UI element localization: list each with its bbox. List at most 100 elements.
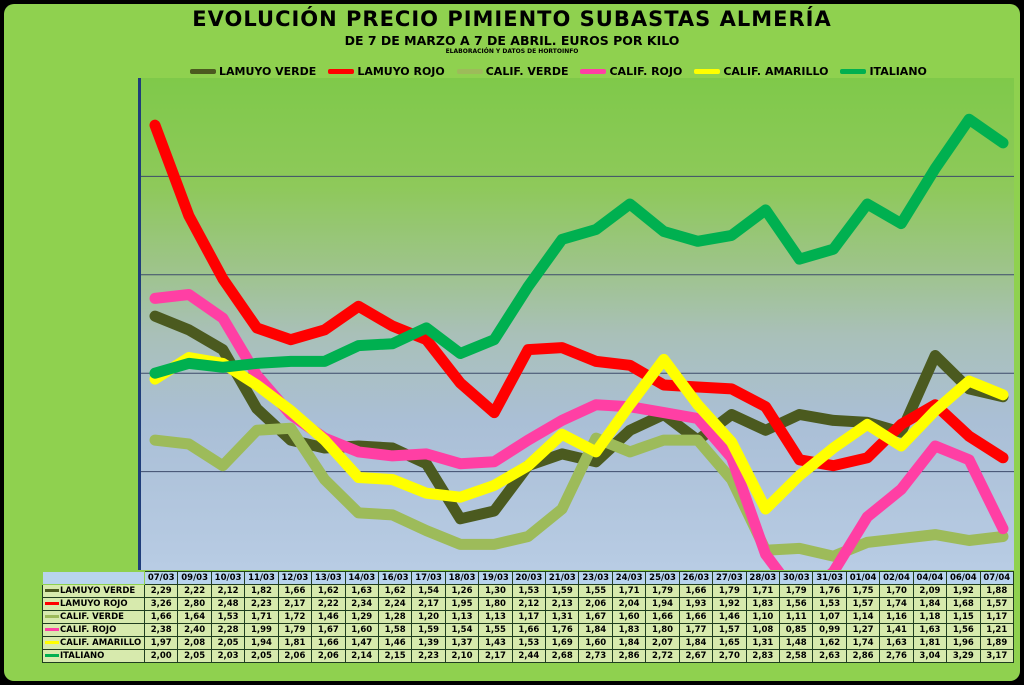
table-cell: 1,13 [444,610,480,624]
date-header: 21/03 [545,571,580,585]
row-swatch [45,602,59,605]
data-table: 07/03 09/03 10/03 11/03 12/03 13/03 14/03 16/03… [42,571,1015,663]
table-cell: 1,57 [845,597,881,611]
table-cell: 2,23 [244,597,279,611]
table-cell: 1,66 [678,584,714,598]
plot-area [138,78,1014,570]
table-cell: 1,95 [444,597,480,611]
table-cell: 1,74 [879,597,914,611]
table-cell: 3,04 [912,649,948,663]
table-cell: 1,59 [545,584,580,598]
table-cell: 1,66 [511,623,547,637]
date-header: 19/03 [478,571,513,585]
table-cell: 1,79 [779,584,814,598]
table-cell: 1,46 [311,610,346,624]
table-cell: 1,71 [611,584,647,598]
date-header: 07/04 [979,571,1015,585]
table-cell: 2,17 [277,597,313,611]
chart-title: EVOLUCIÓN PRECIO PIMIENTO SUBASTAS ALMER… [192,7,832,31]
table-cell: 1,62 [311,584,346,598]
table-cell: 2,34 [344,597,379,611]
table-cell: 1,84 [611,636,647,650]
table-cell: 2,17 [411,597,446,611]
table-row: LAMUYO VERDE 2,29 2,22 2,12 1,82 1,66 1,62 1,63… [42,584,1015,598]
legend-swatch [328,68,355,74]
table-cell: 0,99 [812,623,847,637]
table-cell: 2,00 [143,649,179,663]
table-cell: 2,29 [143,584,179,598]
table-cell: 2,24 [377,597,413,611]
table-row: CALIF. ROJO 2,38 2,40 2,28 1,99 1,79 1,67 1,60 1… [42,623,1015,637]
table-cell: 1,88 [979,584,1015,598]
table-cell: 1,18 [912,610,948,624]
table-cell: 2,07 [645,636,680,650]
legend-label: LAMUYO VERDE [219,64,317,78]
table-cell: 2,28 [210,623,246,637]
line-chart [141,113,1014,570]
table-cell: 1,74 [845,636,881,650]
table-cell: 1,56 [779,597,814,611]
table-cell: 1,62 [377,584,413,598]
table-cell: 1,31 [745,636,781,650]
table-cell: 1,29 [344,610,379,624]
table-cell: 1,93 [678,597,714,611]
table-cell: 2,12 [511,597,547,611]
row-swatch [45,654,59,657]
table-cell: 1,79 [712,584,747,598]
date-header: 16/03 [377,571,413,585]
table-cell: 1,62 [812,636,847,650]
table-cell: 1,11 [779,610,814,624]
table-cell: 1,77 [678,623,714,637]
series-line-calif-verde [149,422,1009,562]
table-cell: 1,92 [946,584,981,598]
series-line-calif-amarillo [149,352,1009,515]
table-cell: 2,67 [678,649,714,663]
table-cell: 1,08 [745,623,781,637]
table-cell: 2,05 [210,636,246,650]
table-cell: 2,10 [444,649,480,663]
table-cell: 1,47 [344,636,379,650]
table-cell: 1,80 [645,623,680,637]
date-header: 31/03 [812,571,847,585]
table-cell: 2,68 [545,649,580,663]
date-header: 14/03 [344,571,379,585]
table-cell: 1,48 [779,636,814,650]
legend-swatch [456,68,483,74]
table-cell: 1,28 [377,610,413,624]
legend-swatch [580,68,607,74]
table-cell: 1,37 [444,636,480,650]
table-cell: 1,66 [143,610,179,624]
table-cell: 1,20 [411,610,446,624]
row-label-text: ITALIANO [60,651,105,661]
table-cell: 1,54 [411,584,446,598]
row-label: CALIF. VERDE [42,610,145,624]
table-cell: 2,04 [611,597,647,611]
date-header: 12/03 [277,571,313,585]
legend-item: LAMUYO ROJO [328,64,445,78]
table-cell: 2,13 [545,597,580,611]
table-cell: 1,53 [812,597,847,611]
table-cell: 1,97 [143,636,179,650]
series-line-lamuyo-rojo [149,119,1009,472]
table-cell: 1,60 [578,636,613,650]
source-note: ELABORACIÓN Y DATOS DE HORTOINFO [445,48,579,55]
legend-item: LAMUYO VERDE [190,65,316,78]
table-cell: 1,39 [411,636,446,650]
table-cell: 0,85 [779,623,814,637]
date-header: 27/03 [712,571,747,585]
table-cell: 1,17 [979,610,1015,624]
table-cell: 2,73 [578,649,613,663]
table-cell: 1,14 [845,610,881,624]
table-cell: 1,66 [277,584,313,598]
table-cell: 1,31 [545,610,580,624]
table-cell: 2,05 [244,649,279,663]
table-cell: 2,03 [210,649,246,663]
table-cell: 1,53 [511,636,547,650]
legend-label: LAMUYO ROJO [357,64,445,78]
table-cell: 1,55 [478,623,513,637]
date-header: 24/03 [611,571,647,585]
table-cell: 2,63 [812,649,847,663]
table-cell: 2,22 [177,584,212,598]
table-cell: 1,46 [377,636,413,650]
table-cell: 2,86 [845,649,881,663]
